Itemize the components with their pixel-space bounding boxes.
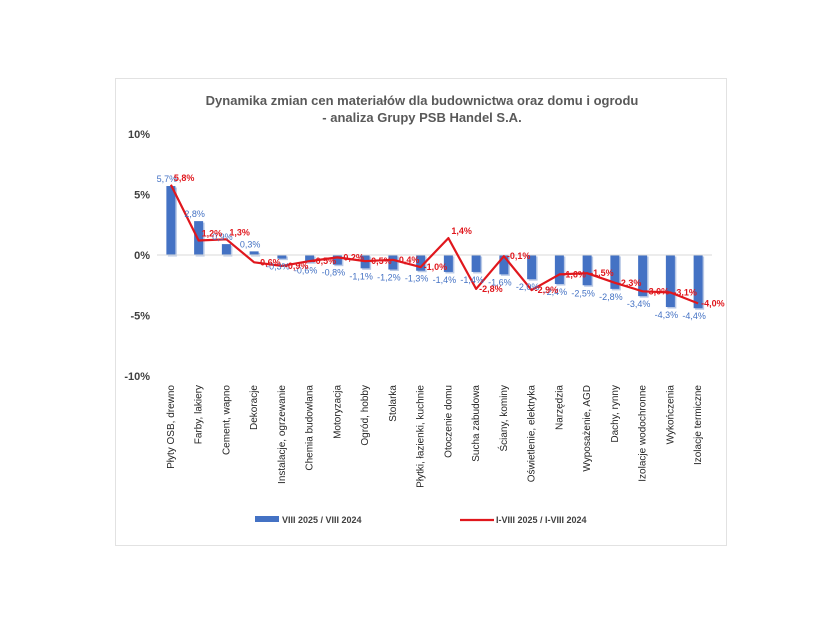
bar-data-label: 0,9% bbox=[212, 232, 233, 242]
bar-data-label: -2,5% bbox=[571, 288, 595, 298]
bar bbox=[527, 255, 537, 280]
line-data-label: -1,6% bbox=[562, 269, 586, 279]
x-tick-label: Narzędzia bbox=[554, 385, 565, 430]
bar bbox=[693, 255, 703, 309]
y-tick-label: -5% bbox=[130, 311, 150, 323]
x-tick-label: Stolarka bbox=[388, 385, 399, 422]
bar bbox=[249, 251, 259, 255]
bar bbox=[332, 255, 342, 265]
bar-data-label: -1,1% bbox=[349, 271, 373, 281]
line-data-label: -3,0% bbox=[646, 286, 670, 296]
line-data-label: -0,9% bbox=[285, 261, 309, 271]
line-data-label: 1,4% bbox=[451, 226, 472, 236]
bar bbox=[582, 255, 592, 286]
line-data-label: -0,4% bbox=[396, 255, 420, 265]
bar-data-label: -1,4% bbox=[433, 275, 457, 285]
series-line bbox=[169, 184, 699, 305]
bar bbox=[499, 255, 509, 275]
x-tick-label: Ogród, hobby bbox=[360, 385, 371, 446]
x-tick-label: Płyty OSB, drewno bbox=[166, 385, 177, 469]
bar bbox=[221, 244, 231, 255]
line-data-label: -0,5% bbox=[368, 256, 392, 266]
x-tick-label: Wyposażenie, AGD bbox=[582, 385, 593, 472]
line-data-label: -0,6% bbox=[257, 257, 281, 267]
bar-data-labels: 5,7%2,8%0,9%0,3%-0,3% -0,6% -0,8% -1,1% -1,2… bbox=[157, 174, 706, 321]
x-tick-label: Izolacje wodochronne bbox=[638, 385, 649, 482]
bar-data-label: -1,3% bbox=[405, 274, 429, 284]
bar-data-label: 0,3% bbox=[240, 239, 261, 249]
bar bbox=[638, 255, 648, 297]
x-tick-label: Płytki, łazienki, kuchnie bbox=[416, 385, 427, 488]
x-tick-label: Sucha zabudowa bbox=[471, 385, 482, 462]
line-data-label: -0,2% bbox=[340, 252, 364, 262]
x-tick-label: Oświetlenie, elektryka bbox=[527, 385, 538, 483]
bar bbox=[166, 186, 176, 255]
y-tick-label: 5% bbox=[134, 190, 150, 202]
legend-swatch-bar bbox=[255, 516, 279, 522]
legend-label-bar: VIII 2025 / VIII 2024 bbox=[282, 515, 362, 525]
bar bbox=[610, 255, 620, 289]
x-tick-label: Izolacje termiczne bbox=[693, 385, 704, 465]
bar bbox=[554, 255, 564, 285]
chart: Dynamika zmian cen materiałów dla budown… bbox=[124, 93, 725, 525]
bar bbox=[277, 255, 287, 259]
x-tick-label: Dekoracje bbox=[249, 385, 260, 430]
line-data-label: -1,0% bbox=[424, 262, 448, 272]
y-axis: 10% 5% 0% -5% -10% bbox=[124, 129, 150, 383]
x-tick-label: Instalacje, ogrzewanie bbox=[277, 385, 288, 484]
bar-data-label: -4,4% bbox=[682, 311, 706, 321]
chart-frame: Dynamika zmian cen materiałów dla budown… bbox=[115, 78, 727, 546]
bar-data-label: -0,3% bbox=[266, 262, 290, 272]
x-tick-label: Chemia budowlana bbox=[305, 385, 316, 471]
x-tick-label: Cement, wapno bbox=[221, 385, 232, 455]
legend-label-line: I-VIII 2025 / I-VIII 2024 bbox=[496, 515, 587, 525]
bar-data-label: -0,6% bbox=[294, 265, 318, 275]
line-data-label: -2,8% bbox=[479, 284, 503, 294]
x-tick-label: Ściany, kominy bbox=[497, 385, 510, 452]
line-data-label: 1,3% bbox=[229, 227, 250, 237]
chart-title-line-1: Dynamika zmian cen materiałów dla budown… bbox=[206, 93, 639, 108]
line-data-label: 5,8% bbox=[174, 173, 195, 183]
bar-data-label: -2,0% bbox=[516, 282, 540, 292]
x-axis: Płyty OSB, drewno Farby, lakiery Cement, w… bbox=[166, 385, 704, 488]
line-data-label: -0,1% bbox=[507, 251, 531, 261]
line-data-label: 1,2% bbox=[202, 228, 223, 238]
line-data-label: -3,1% bbox=[673, 288, 697, 298]
bar-data-label: -1,6% bbox=[488, 277, 512, 287]
bar-data-label: -1,4% bbox=[460, 275, 484, 285]
legend: VIII 2025 / VIII 2024 I-VIII 2025 / I-VII… bbox=[255, 515, 587, 525]
y-tick-label: -10% bbox=[124, 371, 150, 383]
bar-data-label: -2,4% bbox=[544, 287, 568, 297]
bar bbox=[471, 255, 481, 272]
bar bbox=[665, 255, 675, 308]
bar-data-label: 5,7% bbox=[157, 174, 178, 184]
bar bbox=[194, 221, 204, 255]
x-tick-label: Farby, lakiery bbox=[194, 385, 205, 444]
bar-data-label: -0,8% bbox=[322, 268, 346, 278]
line-data-label: -2,3% bbox=[618, 278, 642, 288]
bar-data-label: -4,3% bbox=[655, 310, 679, 320]
chart-title-line-2: - analiza Grupy PSB Handel S.A. bbox=[322, 110, 521, 125]
bar-data-label: -3,4% bbox=[627, 299, 651, 309]
line-data-label: -2,9% bbox=[535, 285, 559, 295]
bar bbox=[443, 255, 453, 272]
line-data-labels: 5,8%1,2% 1,3%-0,6% -0,9% -0,5% -0,2% -0,5% -0,… bbox=[174, 173, 725, 309]
bar bbox=[388, 255, 398, 270]
bar-data-label: -2,8% bbox=[599, 292, 623, 302]
x-tick-label: Motoryzacja bbox=[332, 385, 343, 439]
bar-data-label: -1,2% bbox=[377, 273, 401, 283]
x-tick-label: Wykończenia bbox=[665, 385, 676, 445]
line-data-label: -4,0% bbox=[701, 298, 725, 308]
x-tick-label: Dachy, rynny bbox=[610, 385, 621, 443]
bar bbox=[305, 255, 315, 263]
y-tick-label: 10% bbox=[128, 129, 150, 141]
bar-data-label: 2,8% bbox=[184, 209, 205, 219]
line-series bbox=[169, 184, 699, 305]
bar bbox=[416, 255, 426, 271]
line-data-label: -1,5% bbox=[590, 268, 614, 278]
x-tick-label: Otoczenie domu bbox=[443, 385, 454, 458]
y-tick-label: 0% bbox=[134, 250, 150, 262]
line-data-label: -0,5% bbox=[313, 256, 337, 266]
